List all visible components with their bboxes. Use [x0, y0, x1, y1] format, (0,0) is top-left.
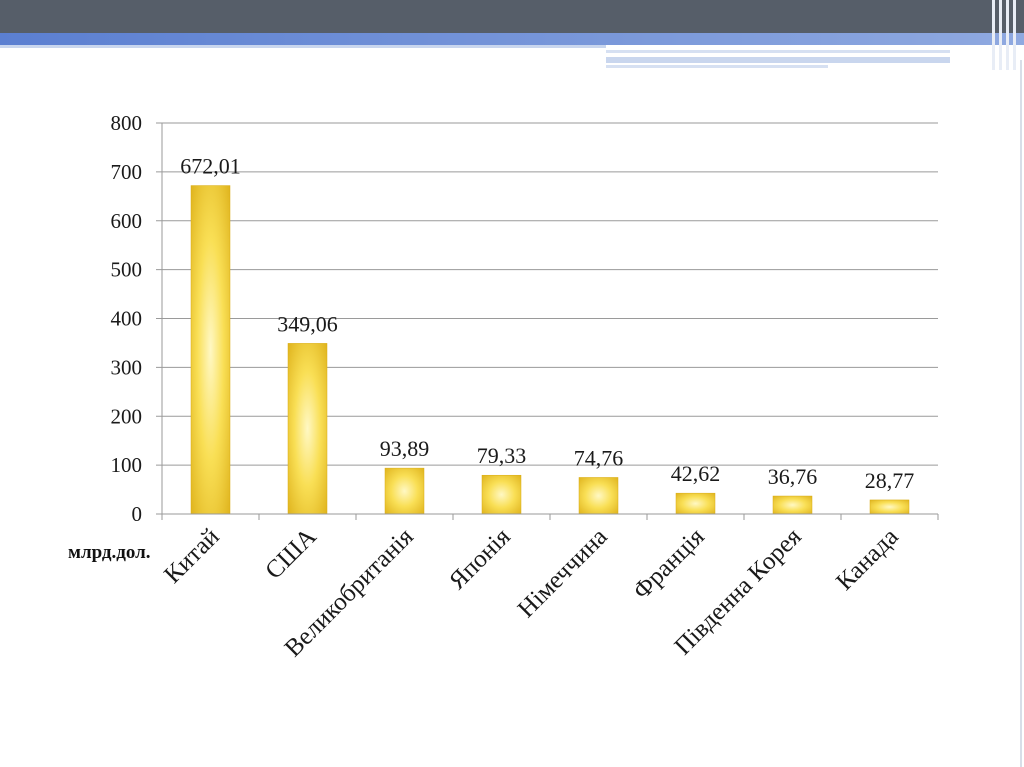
- unit-label: млрд.дол.: [68, 542, 151, 563]
- y-tick-label: 400: [111, 307, 143, 331]
- category-label: Канада: [831, 523, 904, 596]
- category-label: Німеччина: [513, 523, 613, 623]
- y-tick-label: 500: [111, 258, 143, 282]
- data-label: 672,01: [180, 154, 241, 179]
- data-label: 79,33: [477, 443, 527, 468]
- bar: [578, 477, 619, 515]
- data-label: 93,89: [380, 436, 430, 461]
- header-light-stripe-mid2: [606, 57, 950, 63]
- bar: [287, 343, 328, 515]
- y-tick-label: 700: [111, 160, 143, 184]
- category-label: США: [260, 523, 321, 584]
- data-labels: 672,01 349,06 93,89 79,33 74,76 42,62 36,76 28,…: [180, 154, 914, 493]
- header-light-stripe-short: [606, 65, 828, 68]
- y-tick-label: 0: [132, 502, 143, 526]
- header-edge-line-2: [999, 0, 1002, 70]
- chart-gridlines: [162, 122, 938, 466]
- header-blue-stripe: [0, 33, 1024, 45]
- y-tick-label: 100: [111, 453, 143, 477]
- bar: [675, 492, 716, 515]
- data-label: 28,77: [865, 468, 915, 493]
- bar: [772, 495, 813, 515]
- y-tick-label: 600: [111, 209, 143, 233]
- category-label: Франція: [628, 523, 710, 605]
- bar: [869, 499, 910, 515]
- header-edge-line-4: [1013, 0, 1016, 70]
- category-label: Китай: [159, 523, 225, 589]
- bar: [384, 467, 425, 515]
- y-axis-ticks: 0 100 200 300 400 500 600 700 800: [111, 111, 163, 526]
- y-tick-label: 200: [111, 404, 143, 428]
- header-light-stripe-mid: [606, 50, 950, 53]
- data-label: 74,76: [574, 445, 624, 470]
- bar: [190, 185, 231, 515]
- data-label: 42,62: [671, 461, 721, 486]
- right-edge-line: [1020, 60, 1022, 767]
- header-edge-line-1: [992, 0, 995, 70]
- header-light-stripe-left: [0, 45, 606, 48]
- header-dark-bar: [0, 0, 1024, 33]
- y-tick-label: 800: [111, 111, 143, 135]
- category-label: Японія: [444, 523, 516, 595]
- y-tick-label: 300: [111, 355, 143, 379]
- x-axis: [161, 513, 939, 520]
- chart-bars: [190, 185, 910, 515]
- data-label: 349,06: [277, 311, 338, 336]
- bar: [481, 474, 522, 515]
- header-edge-line-3: [1006, 0, 1009, 70]
- data-label: 36,76: [768, 464, 818, 489]
